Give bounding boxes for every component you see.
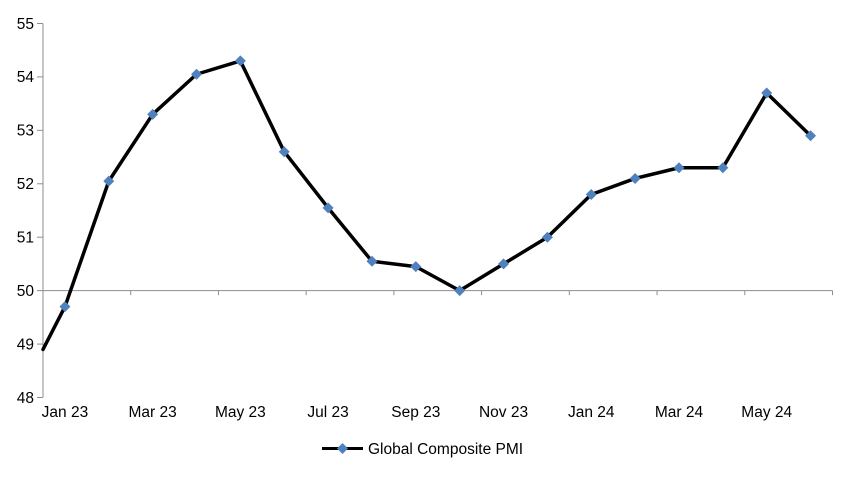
data-point-marker xyxy=(278,146,290,158)
y-axis-tick-label: 55 xyxy=(17,16,34,33)
data-point-marker xyxy=(322,202,334,214)
data-point-marker xyxy=(761,87,773,99)
data-point-marker xyxy=(498,258,510,270)
x-axis-tick-label: Mar 24 xyxy=(655,404,704,421)
y-axis-tick-label: 50 xyxy=(17,283,35,300)
data-point-marker xyxy=(805,130,817,142)
legend-diamond-icon xyxy=(337,443,348,454)
data-point-marker xyxy=(585,188,597,200)
data-point-marker xyxy=(454,285,466,297)
x-axis-tick-label: Nov 23 xyxy=(479,404,528,421)
data-point-marker xyxy=(147,108,159,120)
data-point-marker xyxy=(717,162,729,174)
data-point-marker xyxy=(366,255,378,267)
x-axis-tick-label: Mar 23 xyxy=(129,404,177,421)
data-point-marker xyxy=(103,175,115,187)
y-axis-tick-label: 52 xyxy=(17,176,34,193)
data-point-marker xyxy=(541,231,553,243)
y-axis-tick-label: 51 xyxy=(17,229,34,246)
legend-label: Global Composite PMI xyxy=(368,441,523,458)
y-axis-tick-label: 49 xyxy=(17,336,34,353)
x-axis-tick-label: Jul 23 xyxy=(307,404,348,421)
x-axis-tick-label: Jan 24 xyxy=(568,404,615,421)
data-point-marker xyxy=(673,162,685,174)
x-axis-tick-label: May 24 xyxy=(741,404,792,421)
data-point-marker xyxy=(410,261,422,273)
series-line xyxy=(41,59,813,352)
y-axis-tick-label: 54 xyxy=(17,69,35,86)
data-point-marker xyxy=(234,55,246,67)
y-axis-tick-label: 53 xyxy=(17,123,34,140)
x-axis-tick-label: Jan 23 xyxy=(42,404,89,421)
y-axis-tick-label: 48 xyxy=(17,390,34,407)
data-point-marker xyxy=(191,68,203,80)
x-axis-tick-label: Sep 23 xyxy=(391,404,440,421)
x-axis-tick-label: May 23 xyxy=(215,404,266,421)
data-point-marker xyxy=(629,172,641,184)
data-point-marker xyxy=(59,301,71,313)
